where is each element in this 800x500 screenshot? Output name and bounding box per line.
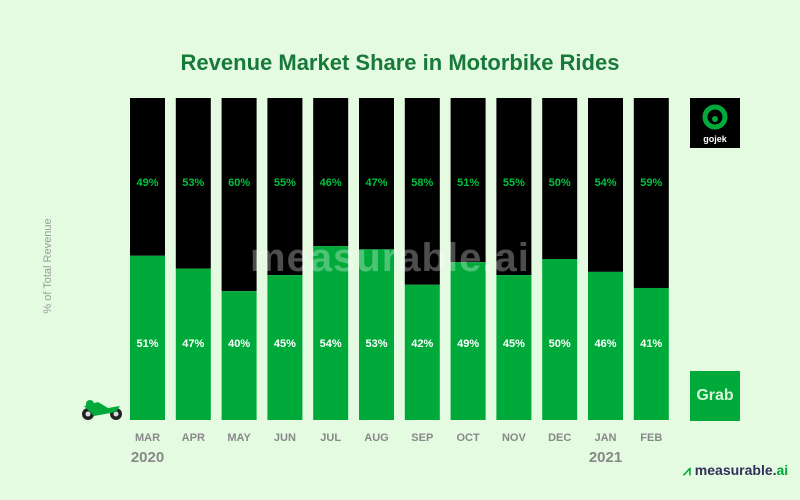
bar-gojek: [359, 98, 394, 250]
watermark: measurable.ai: [250, 236, 530, 280]
x-tick-label: MAR: [135, 432, 160, 444]
bar-gojek: [542, 98, 578, 259]
x-tick-label: JUN: [274, 432, 296, 444]
bar-grab: [588, 271, 623, 420]
brand-name: measurable.: [694, 462, 777, 478]
bar-grab: [221, 291, 257, 420]
bar-gojek: [267, 98, 303, 276]
label-gojek: 53%: [182, 177, 204, 189]
bar-grab: [175, 268, 211, 420]
label-gojek: 51%: [457, 177, 479, 189]
bar-grab: [450, 262, 486, 420]
x-tick-label: JAN: [594, 432, 616, 444]
bar-grab: [130, 255, 165, 420]
bar-grab: [267, 275, 303, 420]
x-tick-label: MAY: [227, 432, 251, 444]
label-gojek: 47%: [365, 177, 387, 189]
bar-gojek: [633, 98, 669, 288]
bar-gojek: [496, 98, 532, 276]
bar-grab: [359, 249, 394, 420]
label-gojek: 49%: [136, 177, 158, 189]
label-gojek: 54%: [594, 177, 616, 189]
brand-ai: ai: [776, 462, 789, 478]
label-gojek: 55%: [503, 177, 525, 189]
label-gojek: 46%: [320, 177, 342, 189]
x-tick-label: OCT: [456, 432, 480, 444]
gojek-logo: gojek: [690, 98, 740, 148]
label-gojek: 60%: [228, 177, 250, 189]
bar-gojek: [313, 98, 349, 247]
label-grab: 40%: [228, 338, 250, 350]
bar-gojek: [588, 98, 623, 272]
bar-gojek: [130, 98, 165, 256]
label-gojek: 55%: [274, 177, 296, 189]
year-label: 2020: [131, 449, 164, 466]
bar-grab: [633, 287, 669, 420]
label-grab: 41%: [640, 338, 662, 350]
label-grab: 45%: [503, 338, 525, 350]
label-grab: 51%: [136, 338, 158, 350]
bar-grab: [496, 275, 532, 420]
x-tick-label: JUL: [320, 432, 341, 444]
x-tick-label: AUG: [364, 432, 388, 444]
bar-gojek: [175, 98, 211, 269]
gojek-logo-text: gojek: [703, 134, 728, 144]
label-grab: 54%: [320, 338, 342, 350]
chart-title: Revenue Market Share in Motorbike Rides: [180, 50, 620, 75]
label-gojek: 58%: [411, 177, 433, 189]
x-tick-label: FEB: [640, 432, 662, 444]
x-tick-label: SEP: [411, 432, 433, 444]
motorbike-icon: [82, 400, 122, 420]
x-tick-label: NOV: [502, 432, 527, 444]
bar-gojek: [221, 98, 257, 292]
label-grab: 42%: [411, 338, 433, 350]
x-tick-label: APR: [182, 432, 205, 444]
label-gojek: 50%: [549, 177, 571, 189]
label-grab: 53%: [365, 338, 387, 350]
label-gojek: 59%: [640, 177, 662, 189]
label-grab: 49%: [457, 338, 479, 350]
year-label: 2021: [589, 449, 622, 466]
bar-grab: [313, 246, 349, 420]
grab-logo: Grab: [690, 371, 740, 421]
bar-grab: [542, 259, 578, 420]
label-grab: 45%: [274, 338, 296, 350]
bar-gojek: [450, 98, 486, 263]
bar-gojek: [404, 98, 440, 285]
label-grab: 47%: [182, 338, 204, 350]
bar-grab: [404, 284, 440, 420]
brand-footer: ⩘ measurable.ai: [683, 462, 789, 478]
label-grab: 46%: [594, 338, 616, 350]
x-tick-label: DEC: [548, 432, 571, 444]
label-grab: 50%: [549, 338, 571, 350]
